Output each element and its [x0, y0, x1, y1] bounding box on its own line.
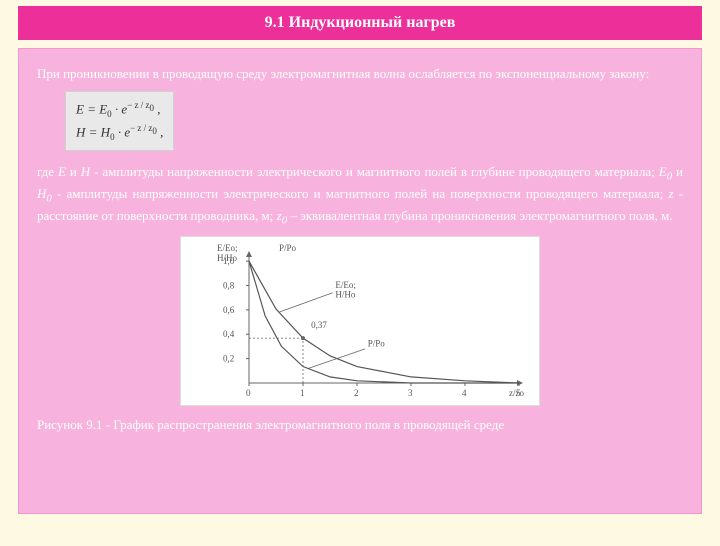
svg-text:4: 4	[462, 388, 467, 398]
svg-text:1,0: 1,0	[223, 257, 235, 267]
desc-sym: H	[81, 164, 90, 179]
svg-text:0,2: 0,2	[223, 354, 234, 364]
formula-sup: − z / z	[127, 100, 149, 110]
svg-text:1: 1	[300, 388, 305, 398]
svg-text:E/Eo;: E/Eo;	[335, 280, 356, 290]
description-paragraph: где E и H - амплитуды напряженности элек…	[37, 163, 683, 228]
svg-text:0,6: 0,6	[223, 305, 235, 315]
formula-sym: ,	[154, 101, 161, 116]
svg-text:P/Po: P/Po	[368, 339, 386, 349]
svg-text:3: 3	[408, 388, 413, 398]
figure-caption: Рисунок 9.1 - График распространения эле…	[37, 416, 683, 434]
svg-text:P/Po: P/Po	[279, 243, 297, 253]
desc-sym: E	[659, 164, 667, 179]
formula-sym: H = H	[76, 124, 110, 139]
formula-sym: ,	[157, 124, 164, 139]
figure-9-1: E/Eo;H/HoP/Po0,20,40,60,81,0012345z/zoE/…	[180, 236, 540, 406]
section-title-bar: 9.1 Индукционный нагрев	[18, 6, 702, 40]
svg-text:z/zo: z/zo	[509, 388, 524, 398]
desc-text: и	[66, 164, 81, 179]
svg-text:H/Ho: H/Ho	[335, 290, 355, 300]
section-title: 9.1 Индукционный нагрев	[265, 14, 456, 32]
formula-sym: · e	[115, 124, 131, 139]
desc-text: и	[672, 164, 683, 179]
svg-text:0,8: 0,8	[223, 281, 235, 291]
formula-sym: · e	[112, 101, 128, 116]
desc-sym: H	[37, 186, 46, 201]
formula-sym: E = E	[76, 101, 107, 116]
svg-text:E/Eo;: E/Eo;	[217, 243, 238, 253]
svg-text:0: 0	[246, 388, 251, 398]
formula-line-2: H = H0 · e− z / z0 ,	[76, 121, 163, 144]
svg-text:0,4: 0,4	[223, 330, 235, 340]
svg-text:2: 2	[354, 388, 359, 398]
desc-text: где	[37, 164, 58, 179]
desc-text: – эквивалентная глубина проникновения эл…	[287, 208, 672, 223]
desc-text: - амплитуды напряженности электрического…	[52, 186, 669, 201]
formula-line-1: E = E0 · e− z / z0 ,	[76, 98, 163, 121]
desc-text: - амплитуды напряженности электрического…	[90, 164, 659, 179]
chart-svg: E/Eo;H/HoP/Po0,20,40,60,81,0012345z/zoE/…	[181, 237, 539, 405]
formula-sup: − z / z	[130, 123, 152, 133]
lead-paragraph: При проникновении в проводящую среду эле…	[37, 65, 683, 83]
formula-block: E = E0 · e− z / z0 , H = H0 · e− z / z0 …	[65, 91, 174, 152]
content-panel: При проникновении в проводящую среду эле…	[18, 48, 702, 514]
desc-sym: E	[58, 164, 66, 179]
svg-text:0,37: 0,37	[311, 321, 327, 331]
